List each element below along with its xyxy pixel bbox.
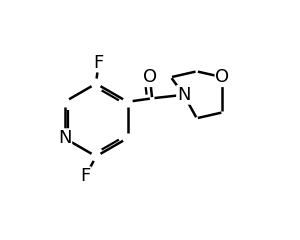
Text: O: O [143, 68, 157, 86]
Text: F: F [93, 54, 103, 72]
Text: O: O [215, 68, 230, 86]
Text: N: N [177, 86, 190, 104]
Text: N: N [58, 129, 71, 147]
Text: F: F [80, 167, 91, 185]
